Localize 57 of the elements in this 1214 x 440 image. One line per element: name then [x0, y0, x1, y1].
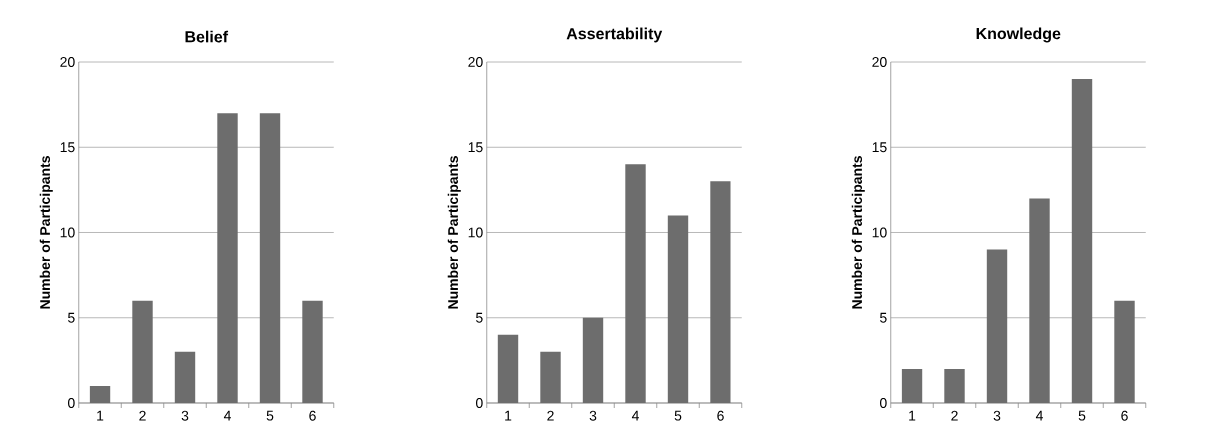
- x-tick-label: 6: [717, 410, 724, 421]
- y-tick-label: 0: [475, 398, 483, 408]
- bar: [1114, 300, 1135, 403]
- bar: [89, 385, 111, 403]
- y-tick-label: 10: [60, 227, 75, 238]
- x-tick-label: 4: [223, 410, 231, 421]
- chart-title: Assertability: [566, 27, 663, 43]
- y-axis-title: Number of Participants: [39, 156, 53, 309]
- bar: [259, 113, 281, 403]
- bar: [625, 164, 646, 403]
- x-tick-label: 1: [505, 410, 512, 421]
- x-tick-label: 1: [97, 410, 104, 421]
- y-tick-label: 0: [67, 398, 75, 408]
- y-tick-label: 15: [60, 142, 75, 153]
- bar: [217, 113, 238, 403]
- x-tick-label: 5: [674, 410, 682, 421]
- x-tick-label: 3: [181, 410, 189, 421]
- bar: [302, 300, 323, 403]
- y-axis-title: Number of Participants: [447, 156, 461, 309]
- x-tick-label: 2: [547, 410, 554, 421]
- y-tick-label: 5: [68, 312, 75, 323]
- chart-title: Belief: [185, 30, 229, 43]
- y-axis-title: Number of Participants: [851, 156, 865, 309]
- chart-title: Knowledge: [976, 27, 1061, 43]
- y-tick-label: 20: [872, 57, 887, 67]
- y-tick-label: 10: [872, 227, 887, 238]
- y-tick-label: 10: [468, 227, 483, 238]
- x-tick-label: 4: [1035, 410, 1043, 421]
- x-tick-label: 6: [309, 410, 316, 421]
- bar: [944, 368, 965, 403]
- x-tick-label: 2: [139, 410, 146, 421]
- bar: [582, 317, 604, 403]
- y-tick-label: 20: [468, 57, 483, 67]
- x-tick-label: 1: [909, 410, 916, 421]
- y-tick-label: 5: [880, 312, 887, 323]
- bar: [1071, 79, 1093, 403]
- x-tick-label: 4: [631, 410, 639, 421]
- y-tick-label: 0: [879, 398, 887, 408]
- y-tick-label: 15: [468, 142, 483, 153]
- bar: [132, 300, 153, 403]
- bar: [667, 215, 689, 403]
- x-tick-label: 6: [1121, 410, 1128, 421]
- bar: [497, 334, 519, 403]
- x-tick-label: 3: [993, 410, 1001, 421]
- x-tick-label: 5: [266, 410, 274, 421]
- y-tick-label: 5: [476, 312, 483, 323]
- y-tick-label: 20: [60, 57, 75, 67]
- x-tick-label: 5: [1078, 410, 1086, 421]
- y-tick-label: 15: [872, 142, 887, 153]
- bar: [986, 249, 1008, 403]
- x-tick-label: 3: [589, 410, 597, 421]
- bar: [901, 368, 923, 403]
- x-tick-label: 2: [951, 410, 958, 421]
- bar: [710, 181, 731, 403]
- bar: [1029, 198, 1050, 403]
- bar: [540, 351, 561, 403]
- bar: [174, 351, 196, 403]
